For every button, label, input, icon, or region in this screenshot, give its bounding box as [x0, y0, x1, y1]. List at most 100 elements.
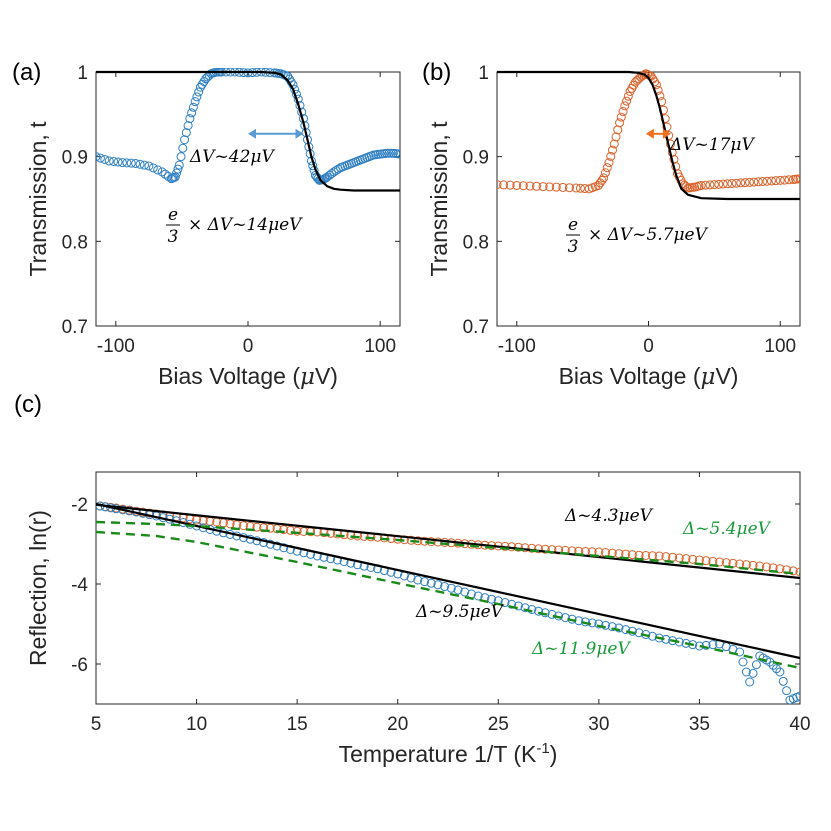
data-point-orange-data: [279, 525, 289, 535]
data-point-data: [736, 178, 746, 188]
data-point-data: [622, 96, 632, 106]
gap-annotation-black-upper: Δ~4.3μeV: [564, 506, 654, 526]
y-tick-label: 0.8: [62, 232, 88, 253]
data-point-blue-data: [413, 575, 423, 585]
panel-label: (c): [14, 391, 42, 418]
data-point-data: [564, 183, 574, 193]
data-point-blue-data: [621, 625, 631, 635]
panel-label: (a): [12, 59, 41, 86]
y-axis-label: Transmission, t: [25, 121, 51, 277]
arrow-head-right: [662, 128, 671, 139]
y-tick-label: -2: [71, 495, 88, 516]
data-point-data: [599, 173, 609, 183]
data-point-blue-data: [513, 601, 523, 611]
data-point-data: [618, 107, 628, 117]
data-point-data: [109, 156, 119, 166]
energy-annotation-text: × ΔV~5.7μeV: [588, 225, 709, 245]
data-point-data: [749, 177, 759, 187]
data-point-data: [609, 139, 619, 149]
fraction-denominator: 3: [568, 237, 579, 257]
data-point-data: [512, 180, 522, 190]
data-point-orange-data: [674, 553, 684, 563]
data-point-data: [192, 92, 202, 102]
data-point-data: [616, 112, 626, 122]
data-point-data: [135, 159, 145, 169]
data-point-blue-data: [738, 657, 748, 667]
data-point-data: [172, 168, 182, 178]
data-point-blue-data: [594, 619, 604, 629]
data-point-data: [183, 121, 193, 131]
data-point-blue-data: [272, 541, 282, 551]
data-point-blue-data: [265, 539, 275, 549]
data-point-blue-data: [547, 609, 557, 619]
y-tick-label: -4: [71, 575, 88, 596]
x-tick-label: 15: [287, 714, 308, 735]
data-point-data: [613, 125, 623, 135]
data-point-blue-data: [708, 640, 718, 650]
x-tick-label: 0: [643, 336, 654, 357]
data-point-data: [532, 181, 542, 191]
data-point-data: [615, 118, 625, 128]
delta-v-annotation: ΔV~17μV: [669, 135, 755, 155]
data-point-data: [122, 158, 132, 168]
arrow-head-left: [248, 128, 256, 139]
data-point-orange-data: [239, 521, 249, 531]
y-tick-label: -6: [71, 655, 88, 676]
series-line-green-upper: [96, 520, 800, 576]
series-line-fit: [497, 70, 800, 201]
data-point-blue-data: [607, 622, 617, 632]
data-point-blue-data: [507, 599, 517, 609]
data-point-blue-data: [433, 580, 443, 590]
data-point-orange-data: [272, 524, 282, 534]
data-point-data: [100, 154, 110, 164]
data-point-orange-data: [547, 545, 557, 555]
data-point-data: [195, 82, 205, 92]
data-point-data: [197, 79, 207, 89]
data-point-blue-data: [735, 647, 745, 657]
fraction-numerator: e: [168, 205, 178, 225]
x-tick-label: 35: [689, 714, 710, 735]
data-point-data: [499, 180, 509, 190]
data-point-data: [745, 177, 754, 187]
data-point-data: [660, 114, 670, 124]
data-point-data: [497, 180, 502, 190]
x-tick-label: 100: [364, 336, 396, 357]
data-point-data: [602, 163, 612, 173]
data-point-blue-data: [775, 667, 785, 677]
data-point-data: [709, 180, 719, 190]
x-axis-label: Bias Voltage (μV): [158, 363, 338, 390]
data-point-data: [766, 176, 776, 186]
data-point-blue-data: [741, 667, 751, 677]
fraction-numerator: e: [568, 215, 578, 235]
data-point-orange-data: [788, 566, 798, 576]
energy-annotation: e3 × ΔV~5.7μeV: [566, 215, 709, 257]
data-point-data: [740, 178, 750, 188]
data-point-data: [144, 161, 154, 171]
data-point-orange-data: [627, 550, 637, 560]
panel-c: 5 10 15 20 25 30 35 40 -2 -4 -6 Temperature 1/T (K-…: [14, 391, 811, 767]
data-point-orange-data: [614, 549, 624, 559]
data-point-data: [558, 182, 568, 192]
data-point-orange-data: [795, 567, 800, 577]
data-point-orange-data: [292, 526, 302, 536]
data-point-orange-data: [748, 560, 758, 570]
data-point-blue-data: [795, 691, 800, 701]
y-tick-label: 0.9: [62, 148, 88, 169]
data-point-data: [731, 178, 741, 188]
data-point-data: [665, 139, 675, 149]
energy-annotation: e3 × ΔV~14μeV: [166, 205, 303, 247]
data-point-data: [538, 182, 548, 192]
data-point-blue-data: [768, 660, 778, 670]
data-point-orange-data: [420, 536, 430, 546]
data-point-data: [163, 171, 173, 181]
data-point-data: [600, 168, 610, 178]
data-point-blue-data: [279, 543, 289, 553]
data-point-data: [705, 180, 715, 190]
x-tick-label: 20: [387, 714, 408, 735]
data-point-blue-data: [751, 660, 761, 670]
data-point-data: [386, 148, 396, 158]
data-point-data: [775, 175, 785, 185]
data-point-orange-data: [688, 554, 698, 564]
data-point-data: [382, 148, 392, 158]
data-point-data: [795, 174, 800, 184]
